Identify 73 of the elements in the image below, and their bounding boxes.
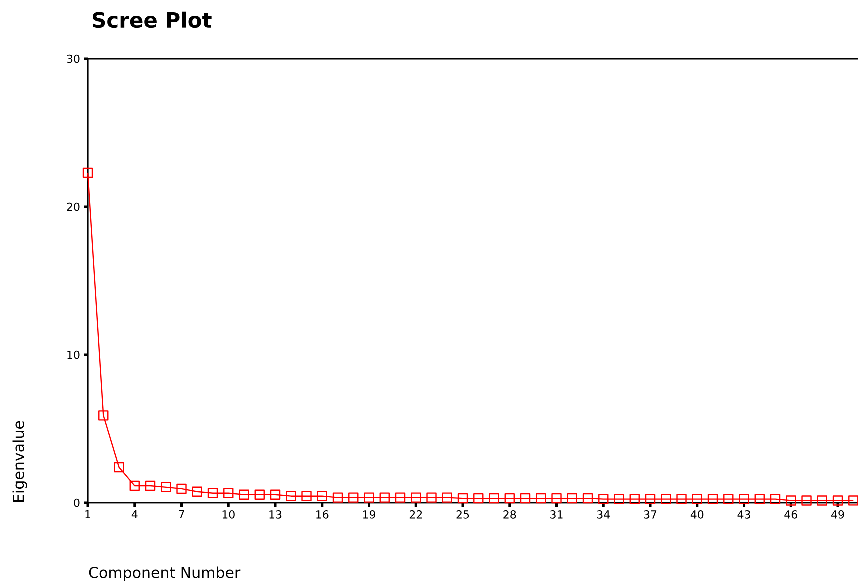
y-tick-label: 30 [67,54,80,64]
point [364,492,374,503]
point [692,494,702,504]
point [224,488,234,498]
point [832,496,844,506]
point [208,488,218,498]
point [98,410,109,421]
x-tick-label: 46 [784,510,798,519]
point [302,491,312,502]
point [708,494,718,504]
point [598,494,609,504]
x-tick-label: 25 [456,510,470,519]
x-tick-label: 13 [270,510,282,519]
point [504,493,515,504]
x-tick-label: 34 [597,510,610,519]
y-tick-label: 20 [67,202,80,212]
point [192,486,202,497]
x-tick-label: 40 [690,510,704,519]
point [130,480,140,492]
x-tick-label: 1 [86,510,90,519]
point [770,494,781,504]
y-tick-label: 10 [68,350,80,360]
point [552,493,562,504]
x-tick-label: 31 [550,510,563,519]
point [145,480,156,492]
y-tick-label: 0 [74,498,80,508]
point [645,494,656,504]
x-tick-label: 49 [832,510,844,519]
point [254,490,265,500]
point [82,168,94,178]
point [786,496,796,506]
point [536,493,546,504]
point [411,492,422,503]
x-axis-title: Component Number [89,566,241,582]
x-tick-label: 28 [504,510,516,519]
point [161,482,172,493]
point [754,494,765,504]
point [317,491,328,502]
point [567,493,578,504]
x-tick-label: 37 [644,510,657,519]
point [802,496,812,506]
x-tick-label: 22 [410,510,422,519]
point [426,492,437,503]
x-tick-label: 19 [363,510,376,519]
point [739,494,750,504]
point [286,491,296,502]
point [630,494,640,504]
point [676,494,687,504]
point [489,493,500,504]
point [724,494,734,504]
point [661,494,672,504]
x-tick-label: 4 [132,510,138,519]
x-tick-label: 43 [738,510,750,519]
point [442,492,452,503]
x-tick-label: 16 [316,510,329,519]
point [614,494,624,504]
x-tick-label: 7 [179,510,184,519]
point [395,492,406,503]
point [270,490,281,500]
point [380,492,390,503]
point [817,496,828,506]
point [520,493,531,504]
point [474,493,484,504]
point [176,484,187,494]
point [458,493,468,504]
point [348,492,359,503]
point [582,493,594,504]
x-tick-label: 10 [222,510,235,519]
y-axis-title: Eigenvalue [12,421,28,502]
point [239,490,250,500]
point [114,462,124,473]
point [332,492,344,503]
chart-title: Scree Plot [93,12,212,28]
